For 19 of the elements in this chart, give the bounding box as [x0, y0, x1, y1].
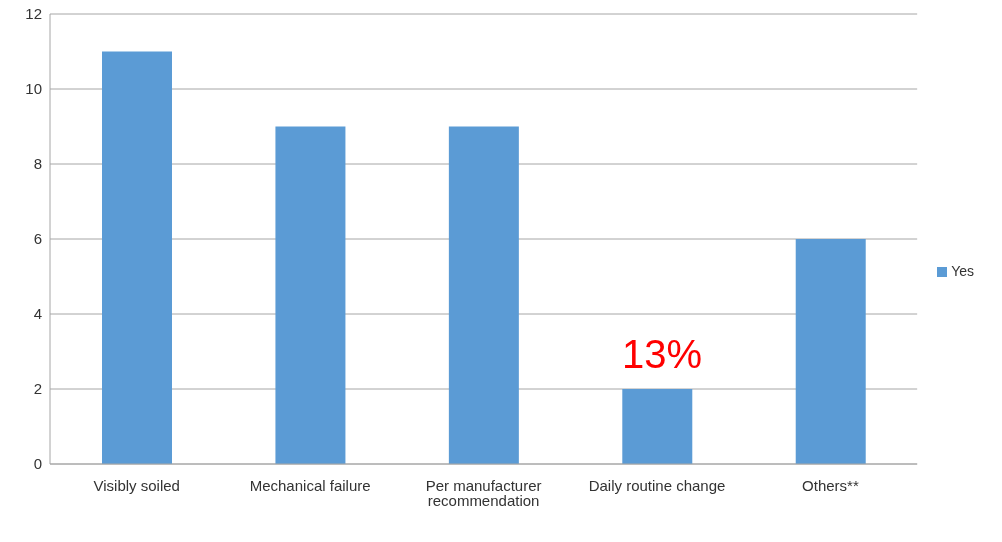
bar — [795, 239, 866, 464]
y-tick-label: 8 — [33, 155, 42, 173]
y-tick-label: 12 — [25, 5, 42, 23]
bar — [448, 126, 519, 464]
y-tick-label: 2 — [33, 380, 42, 398]
x-tick-label: Others** — [802, 476, 859, 494]
x-tick-label: Visibly soiled — [93, 476, 180, 494]
bar — [102, 51, 172, 464]
x-tick-label: Per manufacturer recommendation — [425, 476, 542, 509]
annotation: 13% — [622, 332, 703, 376]
y-tick-label: 10 — [25, 80, 42, 98]
bar — [622, 389, 693, 464]
legend-label: Yes — [951, 263, 974, 279]
bar — [275, 126, 346, 464]
x-tick-label: Mechanical failure — [249, 476, 371, 494]
y-tick-label: 4 — [33, 305, 42, 323]
y-tick-label: 6 — [33, 230, 42, 248]
x-tick-label: Daily routine change — [588, 476, 726, 494]
y-tick-label: 0 — [33, 455, 42, 473]
